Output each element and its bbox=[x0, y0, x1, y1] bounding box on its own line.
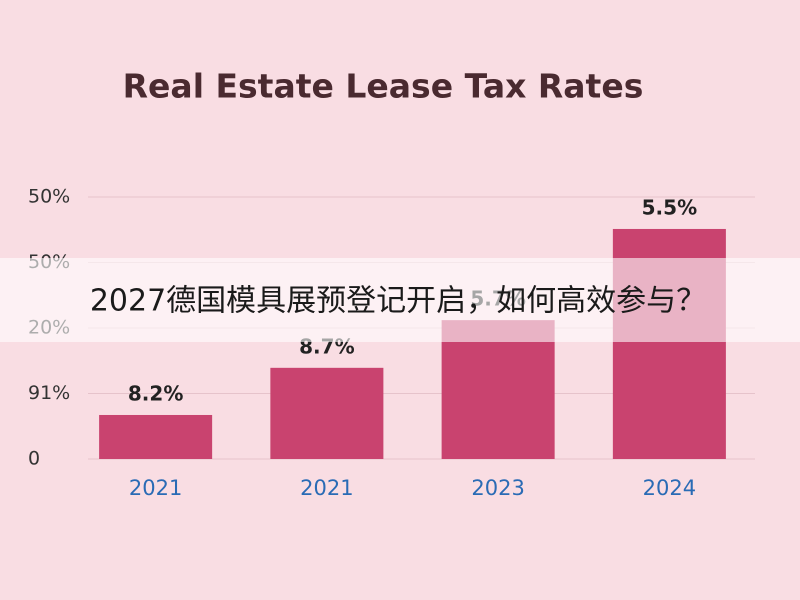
bar bbox=[270, 367, 384, 459]
bar bbox=[99, 414, 213, 459]
x-tick-label: 2021 bbox=[129, 476, 182, 500]
y-tick-label: 50% bbox=[28, 186, 70, 208]
bar bbox=[441, 320, 555, 459]
y-tick-label: 0 bbox=[28, 448, 40, 470]
x-tick-label: 2023 bbox=[471, 476, 524, 500]
data-label: 5.5% bbox=[642, 195, 697, 219]
banner-text: 2027德国模具展预登记开启，如何高效参与？ bbox=[90, 284, 706, 319]
y-tick-label: 91% bbox=[28, 382, 70, 404]
data-label: 8.2% bbox=[128, 381, 183, 405]
x-tick-label: 2024 bbox=[643, 476, 696, 500]
banner bbox=[0, 258, 800, 342]
x-tick-label: 2021 bbox=[300, 476, 353, 500]
chart-title: Real Estate Lease Tax Rates bbox=[123, 67, 644, 106]
